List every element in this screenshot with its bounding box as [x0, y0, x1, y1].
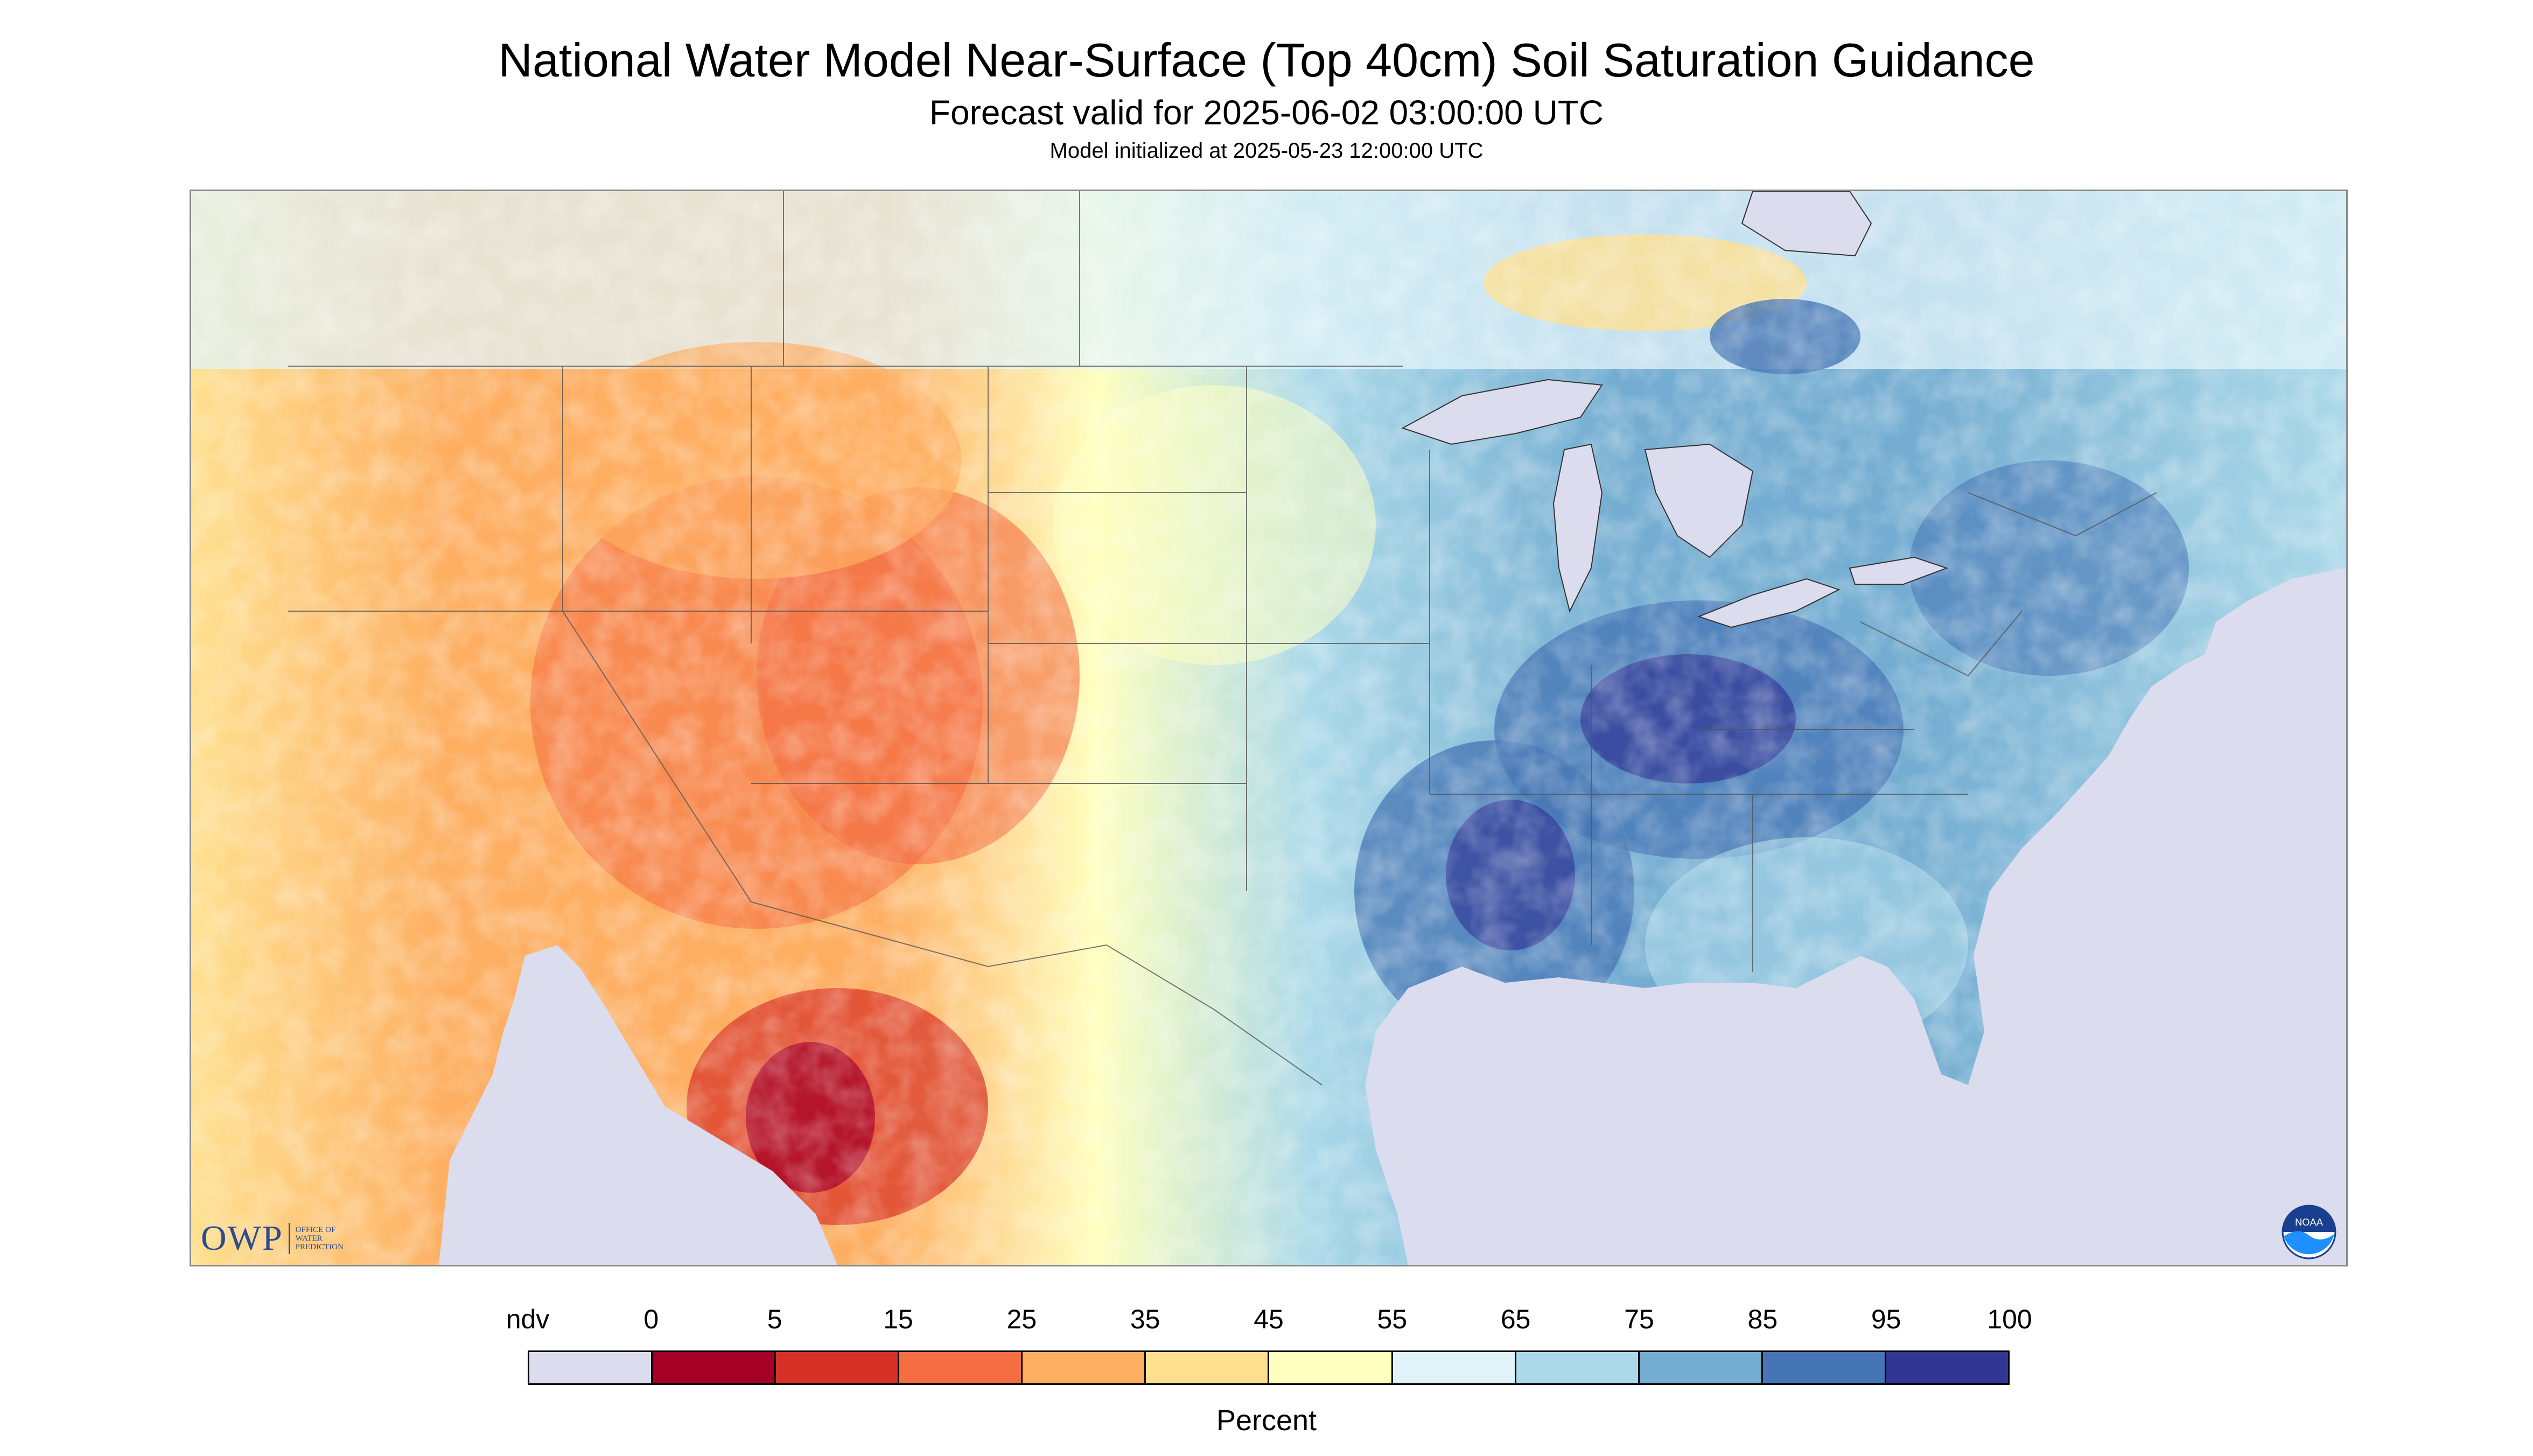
- legend-swatch: [898, 1350, 1023, 1385]
- lake-erie: [1697, 578, 1841, 628]
- legend-swatch: [1021, 1350, 1146, 1385]
- owp-logo-line1: OFFICE OF: [295, 1226, 336, 1234]
- legend-tick-label: 55: [1377, 1304, 1408, 1334]
- model-init-text: Model initialized at 2025-05-23 12:00:00…: [1049, 139, 1484, 163]
- lake-superior: [1401, 379, 1603, 445]
- legend-swatch: [1761, 1350, 1886, 1385]
- owp-logo-line3: PREDICTION: [295, 1243, 344, 1251]
- legend-ticks: ndv 0 5 15 25 35 45 55 65 75 85 95 100: [506, 1303, 2032, 1335]
- legend-tick-label: 75: [1624, 1304, 1654, 1334]
- owp-logo-line2: WATER: [295, 1234, 323, 1243]
- legend-tick-label: ndv: [506, 1304, 550, 1334]
- noaa-logo: NOAA: [2282, 1205, 2336, 1259]
- lake-ontario: [1849, 556, 1948, 585]
- legend-swatch: [1144, 1350, 1270, 1385]
- lake-huron: [1644, 443, 1754, 558]
- legend-tick-label: 45: [1254, 1304, 1284, 1334]
- owp-logo: OWP OFFICE OF WATER PREDICTION: [201, 1220, 344, 1257]
- legend-tick-label: 0: [643, 1304, 659, 1334]
- legend-colorbar: [528, 1350, 2010, 1385]
- hudson-bay-edge: [1741, 191, 1872, 257]
- owp-logo-divider: [288, 1223, 290, 1254]
- legend-swatch: [1268, 1350, 1393, 1385]
- legend-tick-label: 95: [1871, 1304, 1901, 1334]
- legend-swatch: [774, 1350, 900, 1385]
- map-title: National Water Model Near-Surface (Top 4…: [498, 33, 2035, 87]
- svg-text:NOAA: NOAA: [2295, 1216, 2324, 1228]
- legend-swatch: [1391, 1350, 1516, 1385]
- map-subtitle: Forecast valid for 2025-06-02 03:00:00 U…: [929, 93, 1604, 132]
- lake-michigan: [1552, 443, 1603, 613]
- legend-tick-label: 65: [1500, 1304, 1531, 1334]
- owp-logo-text: OFFICE OF WATER PREDICTION: [296, 1226, 344, 1251]
- legend-swatch: [651, 1350, 776, 1385]
- legend-swatch: [1514, 1350, 1640, 1385]
- legend-tick-label: 5: [767, 1304, 782, 1334]
- legend-tick-label: 35: [1130, 1304, 1160, 1334]
- legend-tick-label: 15: [883, 1304, 913, 1334]
- political-boundaries: [288, 191, 2157, 1086]
- color-legend: ndv 0 5 15 25 35 45 55 65 75 85 95 100: [506, 1303, 2032, 1389]
- owp-logo-mark: OWP: [201, 1219, 283, 1258]
- legend-swatch: [528, 1350, 653, 1385]
- legend-swatch: [1638, 1350, 1763, 1385]
- legend-tick-label: 85: [1747, 1304, 1778, 1334]
- soil-saturation-map: OWP OFFICE OF WATER PREDICTION NOAA: [190, 190, 2348, 1266]
- legend-tick-label: 25: [1006, 1304, 1037, 1334]
- legend-swatch: [1884, 1350, 2010, 1385]
- legend-tick-label: 100: [1987, 1304, 2032, 1334]
- legend-units-label: Percent: [1216, 1404, 1317, 1437]
